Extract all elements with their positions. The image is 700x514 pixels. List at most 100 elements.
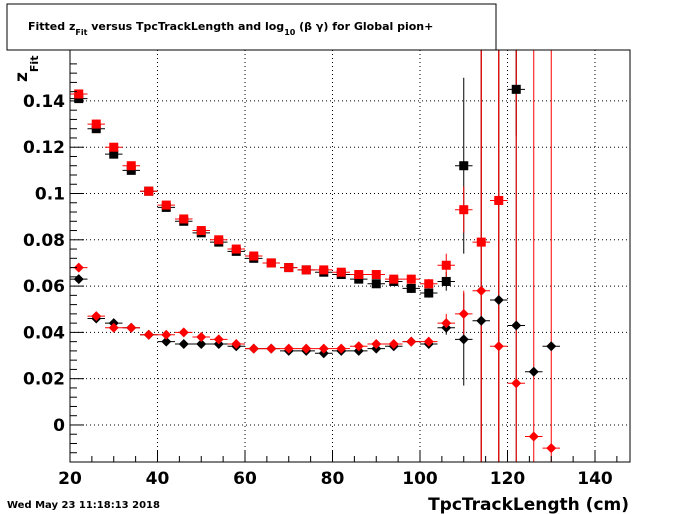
x-tick-label: 100	[402, 469, 438, 489]
data-point-diamond	[371, 338, 382, 349]
x-tick-label: 40	[146, 469, 170, 489]
data-point-diamond	[546, 341, 557, 352]
data-point-diamond	[546, 443, 557, 454]
data-point-diamond	[353, 341, 364, 352]
data-point-square	[371, 270, 381, 280]
y-tick-label: 0	[53, 416, 65, 436]
data-point-diamond	[178, 338, 189, 349]
grid-layer	[70, 50, 630, 462]
data-point-square	[126, 161, 136, 171]
data-point-square	[406, 274, 416, 284]
data-point-diamond	[406, 336, 417, 347]
data-point-diamond	[458, 308, 469, 319]
data-point-square	[406, 283, 416, 293]
title-box	[6, 3, 497, 51]
x-tick-label: 20	[58, 469, 82, 489]
data-point-square	[284, 263, 294, 273]
data-point-diamond	[423, 336, 434, 347]
data-point-square	[424, 279, 434, 289]
data-point-square	[494, 195, 504, 205]
data-point-diamond	[73, 262, 84, 273]
data-point-square	[319, 265, 329, 275]
data-point-diamond	[143, 329, 154, 340]
data-point-diamond	[301, 343, 312, 354]
data-point-diamond	[528, 366, 539, 377]
x-tick-label: 80	[321, 469, 345, 489]
data-point-diamond	[248, 343, 259, 354]
y-tick-label: 0.14	[23, 92, 65, 112]
data-point-square	[441, 276, 451, 286]
data-point-diamond	[493, 341, 504, 352]
data-point-diamond	[528, 431, 539, 442]
svg-text:zFit: zFit	[12, 56, 41, 82]
data-point-diamond	[231, 338, 242, 349]
marker-layer	[73, 84, 557, 454]
data-point-square	[179, 214, 189, 224]
data-point-diamond	[458, 334, 469, 345]
data-point-diamond	[196, 338, 207, 349]
tick-layer	[69, 63, 618, 463]
y-axis-title: zFit	[12, 56, 41, 82]
data-point-square	[354, 270, 364, 280]
data-point-square	[476, 237, 486, 247]
data-point-square	[74, 94, 84, 104]
data-point-square	[109, 149, 119, 159]
y-axis-title-sub: Fit	[28, 56, 41, 73]
x-tick-label: 120	[490, 469, 526, 489]
plot-frame	[69, 49, 631, 463]
data-point-diamond	[511, 320, 522, 331]
data-point-square	[91, 124, 101, 134]
data-point-square	[266, 258, 276, 268]
data-point-diamond	[476, 315, 487, 326]
data-point-diamond	[476, 285, 487, 296]
data-point-square	[371, 279, 381, 289]
data-point-square	[459, 161, 469, 171]
data-point-diamond	[283, 343, 294, 354]
data-point-diamond	[161, 329, 172, 340]
y-tick-label: 0.04	[23, 323, 65, 343]
data-point-square	[196, 226, 206, 236]
data-point-square	[126, 165, 136, 175]
y-axis-title-main: z	[12, 72, 32, 82]
y-tick-labels: 0 0.02 0.04 0.06 0.08 0.1 0.12 0.14	[23, 92, 65, 436]
y-tick-label: 0.12	[23, 138, 65, 158]
data-point-square	[161, 200, 171, 210]
y-tick-label: 0.02	[23, 370, 65, 390]
data-point-diamond	[178, 327, 189, 338]
data-point-square	[144, 186, 154, 196]
data-point-diamond	[336, 343, 347, 354]
data-point-diamond	[91, 311, 102, 322]
x-tick-label: 60	[233, 469, 257, 489]
data-point-square	[354, 274, 364, 284]
y-tick-label: 0.08	[23, 231, 65, 251]
data-point-square	[231, 244, 241, 254]
data-point-diamond	[493, 294, 504, 305]
data-point-square	[301, 265, 311, 275]
data-point-diamond	[213, 334, 224, 345]
data-point-diamond	[196, 332, 207, 343]
x-tick-label: 140	[577, 469, 613, 489]
data-point-square	[214, 235, 224, 245]
data-point-diamond	[511, 378, 522, 389]
data-point-square	[389, 274, 399, 284]
chart-title: Fitted zFit versus TpcTrackLength and lo…	[28, 20, 433, 37]
data-point-diamond	[441, 318, 452, 329]
data-point-diamond	[318, 343, 329, 354]
y-tick-label: 0.1	[35, 185, 65, 205]
data-point-square	[91, 119, 101, 129]
data-point-diamond	[388, 338, 399, 349]
timestamp-footer: Wed May 23 11:18:13 2018	[7, 500, 160, 511]
data-point-square	[441, 260, 451, 270]
y-tick-label: 0.06	[23, 277, 65, 297]
data-point-diamond	[108, 322, 119, 333]
data-point-square	[511, 84, 521, 94]
data-point-square	[459, 205, 469, 215]
x-tick-labels: 20 40 60 80 100 120 140	[58, 469, 613, 489]
data-point-diamond	[126, 322, 137, 333]
x-axis-title: TpcTrackLength (cm)	[428, 495, 629, 514]
data-point-square	[249, 251, 259, 261]
data-point-square	[74, 89, 84, 99]
data-point-square	[336, 267, 346, 277]
